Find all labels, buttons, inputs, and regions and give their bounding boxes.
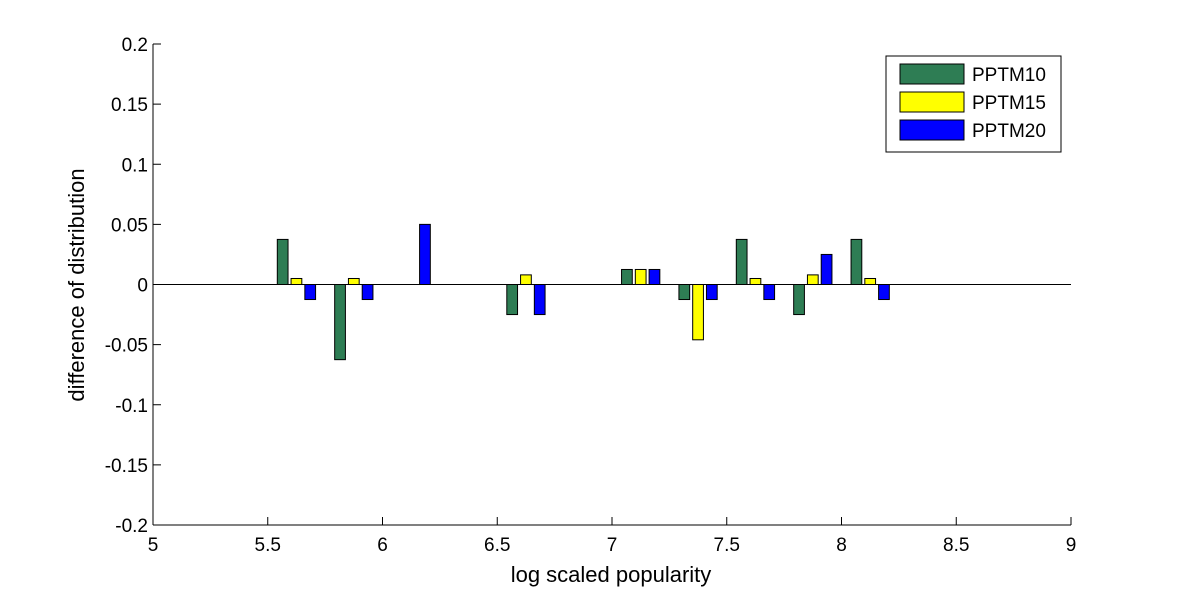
bar-pptm20-4 bbox=[648, 268, 661, 286]
x-tick-label: 8.5 bbox=[943, 535, 969, 556]
bar-pptm20-3 bbox=[533, 284, 546, 316]
bar-pptm15-7 bbox=[806, 274, 819, 286]
bar-pptm15-1 bbox=[347, 277, 360, 285]
legend-swatch-pptm10 bbox=[899, 63, 965, 85]
bar-pptm15-3 bbox=[520, 274, 532, 286]
bar-pptm10-1 bbox=[334, 284, 346, 361]
y-axis-label: difference of distribution bbox=[64, 168, 89, 401]
y-tick-label: 0 bbox=[137, 276, 148, 297]
x-axis-label: log scaled popularity bbox=[511, 562, 712, 587]
bar-pptm10-7 bbox=[793, 284, 805, 316]
bar-pptm10-6 bbox=[735, 238, 748, 286]
bar-pptm10-3 bbox=[506, 284, 519, 316]
ticks-group: 5 5.5 6 6.5 7 7.5 8 8.5 9 0.2 0.15 0.1 0.05 0 -0.05 -0.… bbox=[105, 35, 1077, 556]
bar-pptm15-0 bbox=[290, 277, 303, 285]
bar-pptm10-5 bbox=[678, 284, 691, 301]
y-tick-label: 0.05 bbox=[111, 215, 148, 236]
bar-pptm20-1 bbox=[361, 284, 374, 301]
y-tick-label: 0.2 bbox=[122, 35, 148, 56]
bar-pptm20-6 bbox=[763, 284, 776, 301]
x-tick-label: 6 bbox=[377, 535, 388, 556]
bar-pptm10-8 bbox=[850, 238, 863, 286]
bar-pptm20-0 bbox=[304, 284, 317, 301]
bar-pptm10-4 bbox=[621, 268, 633, 286]
y-tick-label: -0.1 bbox=[115, 396, 148, 417]
legend-swatch-pptm20 bbox=[899, 119, 965, 141]
x-tick-label: 8 bbox=[836, 535, 847, 556]
legend: PPTM10 PPTM15 PPTM20 bbox=[885, 55, 1062, 153]
bar-pptm15-5 bbox=[692, 284, 704, 341]
legend-label-pptm20: PPTM20 bbox=[972, 121, 1046, 142]
bar-pptm20-7 bbox=[820, 253, 833, 286]
x-tick-label: 7 bbox=[607, 535, 618, 556]
bar-pptm20-2 bbox=[419, 223, 431, 286]
bar-pptm20-8 bbox=[878, 284, 890, 301]
y-tick-label: -0.05 bbox=[105, 336, 148, 357]
legend-swatch-pptm15 bbox=[899, 91, 965, 113]
bar-pptm15-6 bbox=[749, 277, 762, 285]
y-tick-label: 0.1 bbox=[122, 155, 148, 176]
x-tick-label: 9 bbox=[1066, 535, 1077, 556]
y-tick-label: 0.15 bbox=[111, 95, 148, 116]
legend-label-pptm10: PPTM10 bbox=[972, 65, 1046, 86]
bar-pptm10-0 bbox=[276, 238, 289, 286]
x-tick-label: 7.5 bbox=[714, 535, 740, 556]
legend-label-pptm15: PPTM15 bbox=[972, 93, 1046, 114]
bar-pptm15-8 bbox=[864, 277, 877, 285]
x-tick-label: 5.5 bbox=[255, 535, 281, 556]
bar-pptm20-5 bbox=[705, 284, 718, 301]
y-tick-label: -0.15 bbox=[105, 456, 148, 477]
x-tick-label: 6.5 bbox=[484, 535, 510, 556]
y-tick-label: -0.2 bbox=[115, 516, 148, 537]
bar-pptm15-4 bbox=[634, 268, 647, 286]
x-tick-label: 5 bbox=[148, 535, 159, 556]
